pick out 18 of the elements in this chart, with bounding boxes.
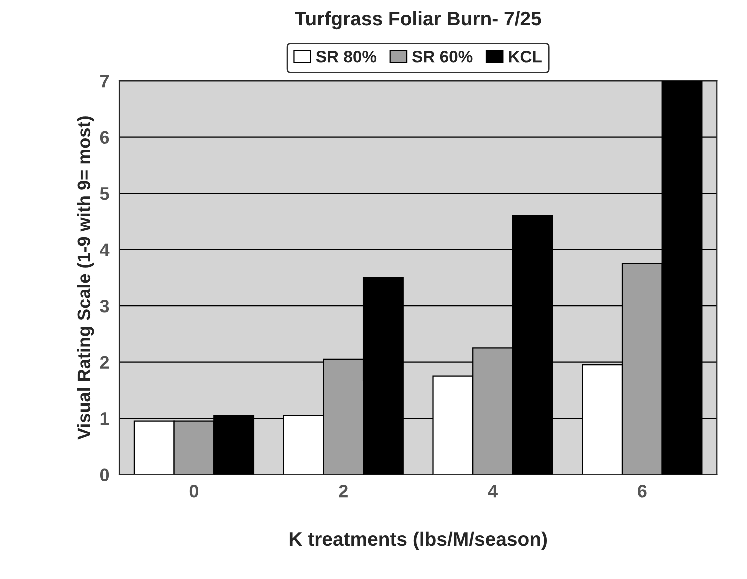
- x-tick-label: 4: [488, 485, 498, 498]
- x-tick-label: 6: [638, 484, 647, 498]
- x-tick-label: 0: [190, 484, 198, 498]
- x-tick-label: 2: [339, 484, 348, 498]
- y-tick-label: 2: [100, 356, 110, 369]
- x-axis-title: K treatments (lbs/M/season): [290, 532, 548, 550]
- legend-label: SR 60%: [412, 50, 473, 63]
- y-tick-label: 3: [100, 300, 110, 313]
- y-tick-label: 1: [100, 412, 110, 426]
- y-axis-title: Visual Rating Scale (1-9 with 9= most): [77, 116, 94, 440]
- chart-title: Turfgrass Foliar Burn- 7/25: [295, 11, 542, 30]
- y-tick-label: 5: [100, 188, 110, 200]
- legend-label: KCL: [509, 50, 542, 63]
- y-tick-label: 0: [100, 468, 110, 482]
- y-tick-label: 6: [100, 131, 110, 144]
- y-tick-label: 4: [100, 244, 110, 256]
- legend-label: SR 80%: [316, 50, 377, 63]
- y-tick-label: 7: [100, 75, 110, 88]
